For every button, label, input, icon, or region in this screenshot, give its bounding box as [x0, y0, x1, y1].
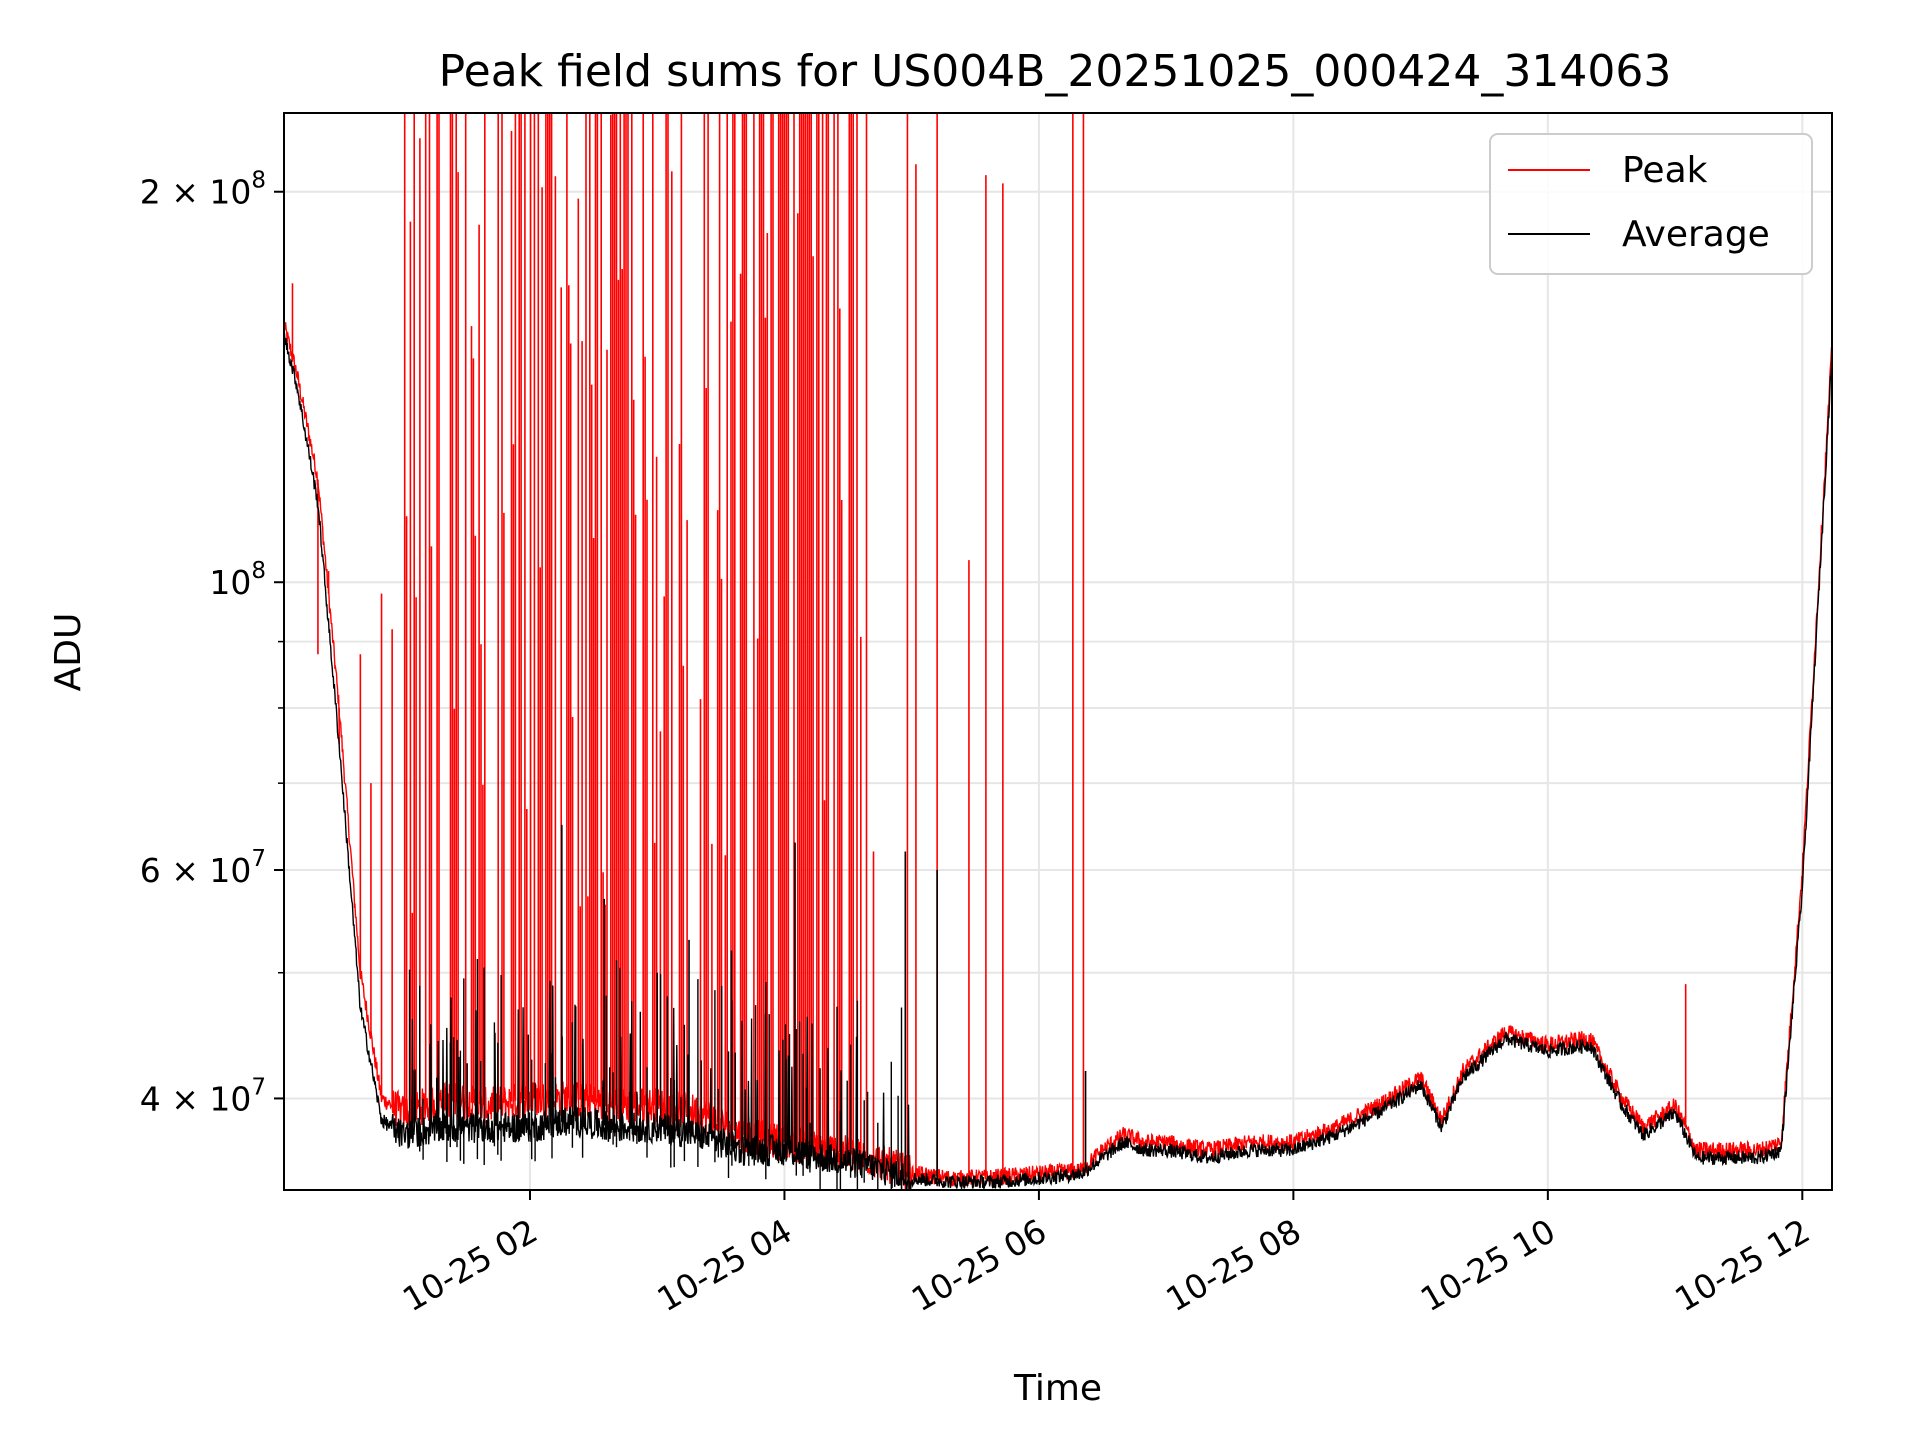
y-axis-label: ADU	[48, 613, 89, 692]
x-tick-label: 10-25 10	[1414, 1211, 1562, 1319]
x-tick-label: 10-25 06	[905, 1211, 1053, 1319]
x-tick-label: 10-25 04	[650, 1211, 798, 1319]
x-axis-label: Time	[1013, 1368, 1102, 1409]
plot-area	[284, 113, 1832, 1190]
plot-frame	[283, 112, 1833, 1191]
y-tick-label: 4 × 107	[140, 1074, 266, 1118]
chart-title: Peak field sums for US004B_20251025_0004…	[439, 46, 1672, 97]
y-tick-label: 6 × 107	[140, 846, 266, 890]
y-tick-label: 2 × 108	[140, 168, 266, 212]
x-axis-ticks: 10-25 02 10-25 04 10-25 06 10-25 08 10-25 10…	[396, 1190, 1816, 1319]
peak-spike-cluster	[403, 113, 868, 1158]
legend-label-average: Average	[1622, 214, 1770, 255]
y-axis-ticks: 4 × 107 6 × 107 108 2 × 108	[140, 168, 284, 1118]
y-tick-label: 108	[209, 558, 266, 602]
x-tick-label: 10-25 02	[396, 1211, 544, 1319]
series-line-average	[284, 331, 1832, 1190]
x-tick-label: 10-25 12	[1668, 1211, 1816, 1319]
legend: Peak Average	[1489, 133, 1813, 275]
legend-label-peak: Peak	[1622, 150, 1708, 191]
x-tick-label: 10-25 08	[1159, 1211, 1307, 1319]
